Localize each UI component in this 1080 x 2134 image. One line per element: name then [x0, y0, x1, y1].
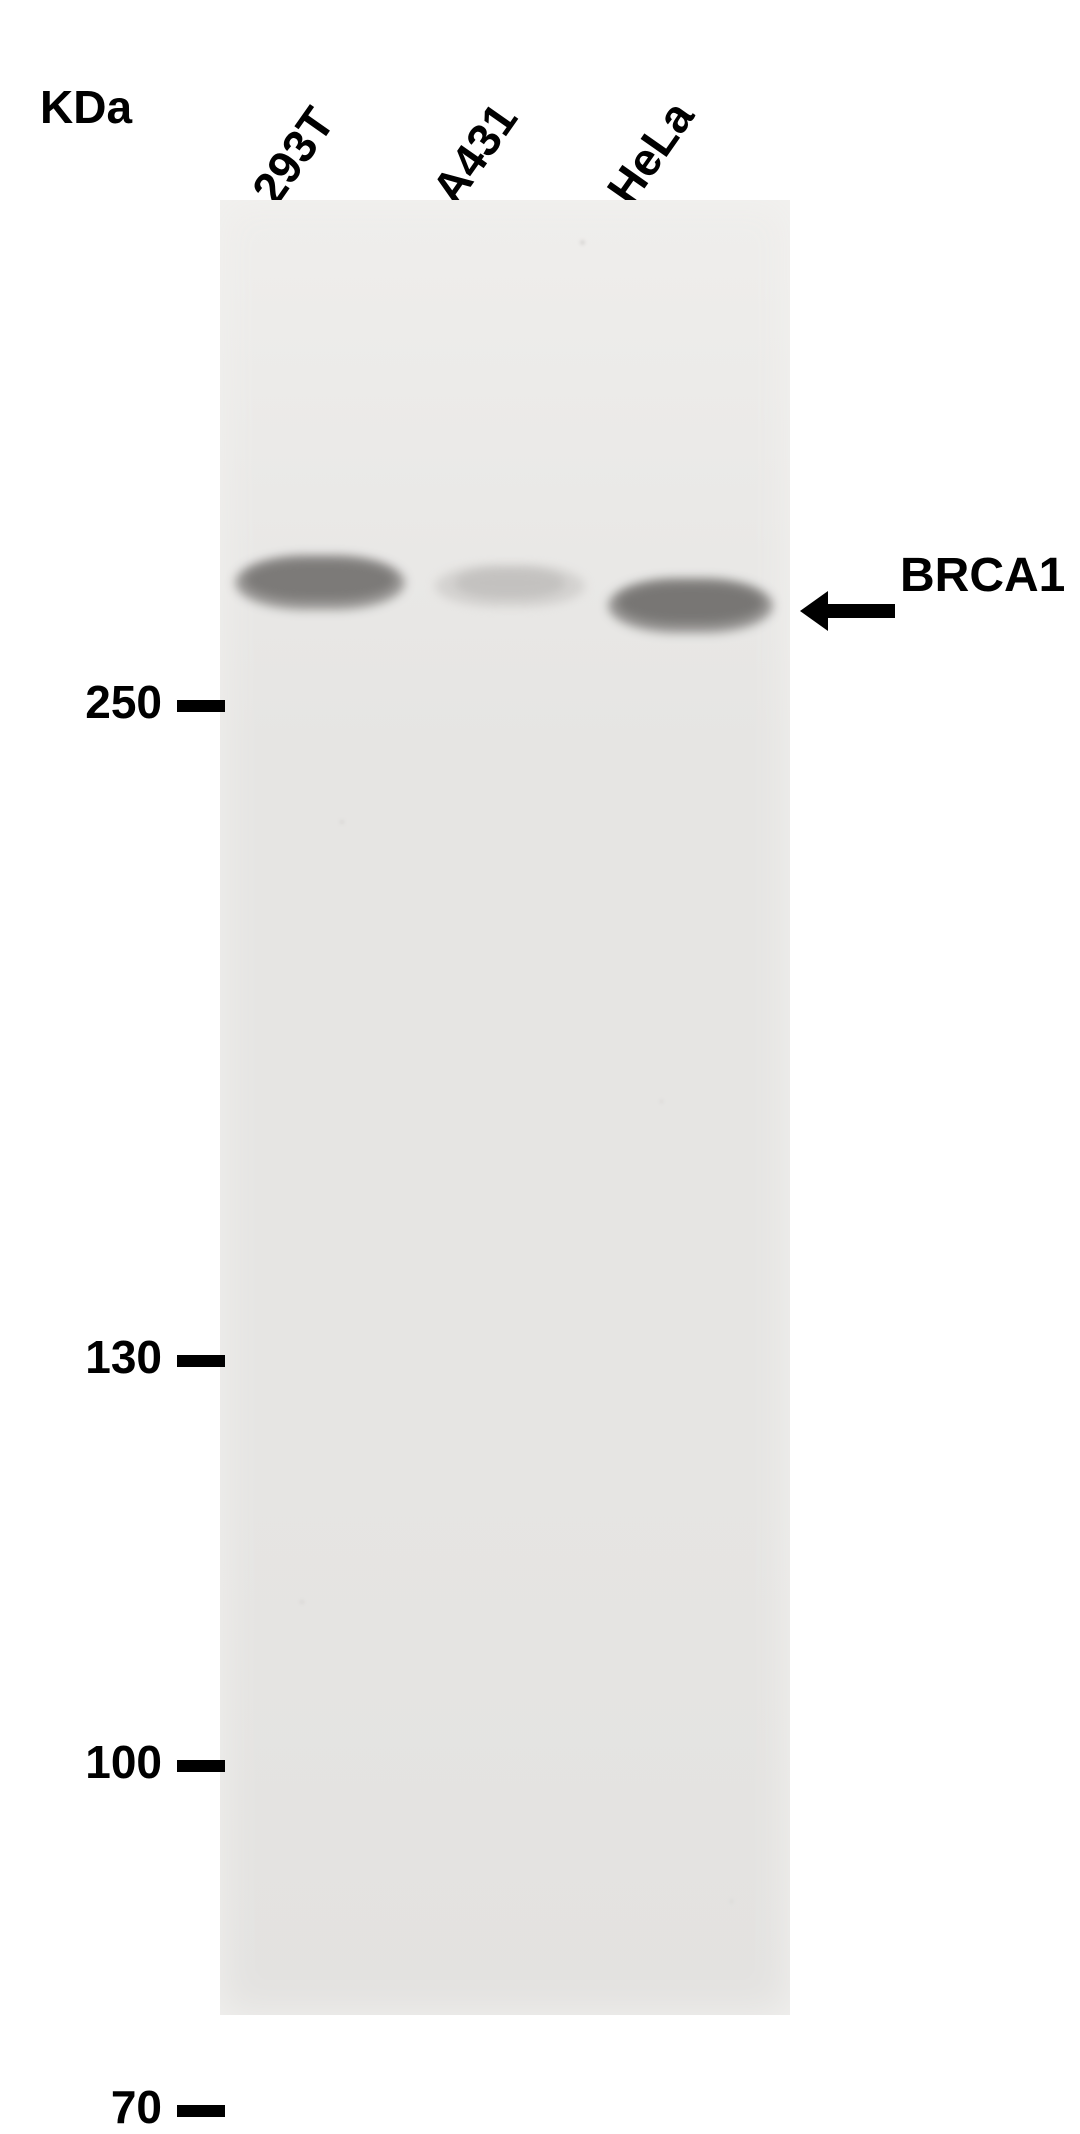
marker-label: 100: [30, 1735, 162, 1789]
noise-speck: [300, 1600, 304, 1604]
lane-labels-group: 293TA431HeLa: [0, 0, 1080, 200]
marker-label: 130: [30, 1330, 162, 1384]
marker-label: 250: [30, 675, 162, 729]
marker-tick: [177, 1355, 225, 1367]
protein-band: [455, 568, 565, 598]
lane-label-2: HeLa: [596, 91, 705, 214]
noise-speck: [340, 820, 344, 824]
noise-speck: [730, 1900, 733, 1903]
noise-speck: [660, 1100, 663, 1103]
noise-speck: [580, 240, 585, 245]
blot-membrane: [220, 200, 790, 2015]
protein-band: [618, 583, 763, 623]
arrow-head-icon: [800, 591, 828, 631]
protein-band: [245, 560, 395, 600]
western-blot-figure: KDa 293TA431HeLa 25013010070 BRCA1: [0, 0, 1080, 2057]
lane-label-1: A431: [421, 93, 528, 214]
marker-label: 70: [30, 2080, 162, 2134]
lane-label-0: 293T: [241, 97, 345, 214]
marker-tick: [177, 2105, 225, 2117]
target-arrow: [800, 591, 895, 631]
target-protein-label: BRCA1: [900, 548, 1065, 603]
arrow-shaft: [828, 604, 895, 618]
blot-background: [220, 200, 790, 2015]
marker-tick: [177, 700, 225, 712]
marker-tick: [177, 1760, 225, 1772]
